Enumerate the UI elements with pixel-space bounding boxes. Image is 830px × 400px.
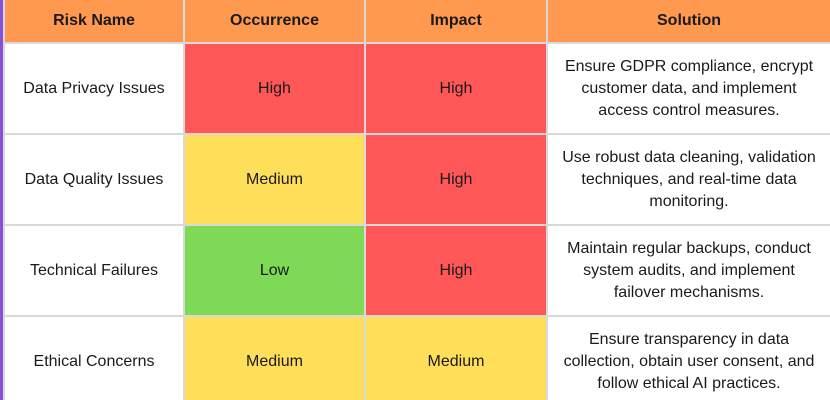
- header-impact: Impact: [364, 0, 548, 44]
- solution-cell: Ensure transparency in data collection, …: [546, 315, 830, 400]
- risk-name-cell: Data Quality Issues: [3, 133, 185, 226]
- occurrence-cell: Medium: [183, 315, 366, 400]
- impact-cell: Medium: [364, 315, 548, 400]
- occurrence-cell: High: [183, 42, 366, 135]
- impact-cell: High: [364, 224, 548, 317]
- table-row: Technical Failures Low High Maintain reg…: [3, 224, 830, 317]
- risk-name-cell: Ethical Concerns: [3, 315, 185, 400]
- table-header-row: Risk Name Occurrence Impact Solution: [3, 0, 830, 44]
- table-row: Data Privacy Issues High High Ensure GDP…: [3, 42, 830, 135]
- header-risk-name: Risk Name: [3, 0, 185, 44]
- impact-cell: High: [364, 42, 548, 135]
- risk-name-cell: Data Privacy Issues: [3, 42, 185, 135]
- header-occurrence: Occurrence: [183, 0, 366, 44]
- solution-cell: Maintain regular backups, conduct system…: [546, 224, 830, 317]
- header-solution: Solution: [546, 0, 830, 44]
- table-row: Ethical Concerns Medium Medium Ensure tr…: [3, 315, 830, 400]
- occurrence-cell: Medium: [183, 133, 366, 226]
- risk-name-cell: Technical Failures: [3, 224, 185, 317]
- risk-table: Risk Name Occurrence Impact Solution Dat…: [3, 0, 830, 400]
- impact-cell: High: [364, 133, 548, 226]
- solution-cell: Use robust data cleaning, validation tec…: [546, 133, 830, 226]
- solution-cell: Ensure GDPR compliance, encrypt customer…: [546, 42, 830, 135]
- occurrence-cell: Low: [183, 224, 366, 317]
- table-row: Data Quality Issues Medium High Use robu…: [3, 133, 830, 226]
